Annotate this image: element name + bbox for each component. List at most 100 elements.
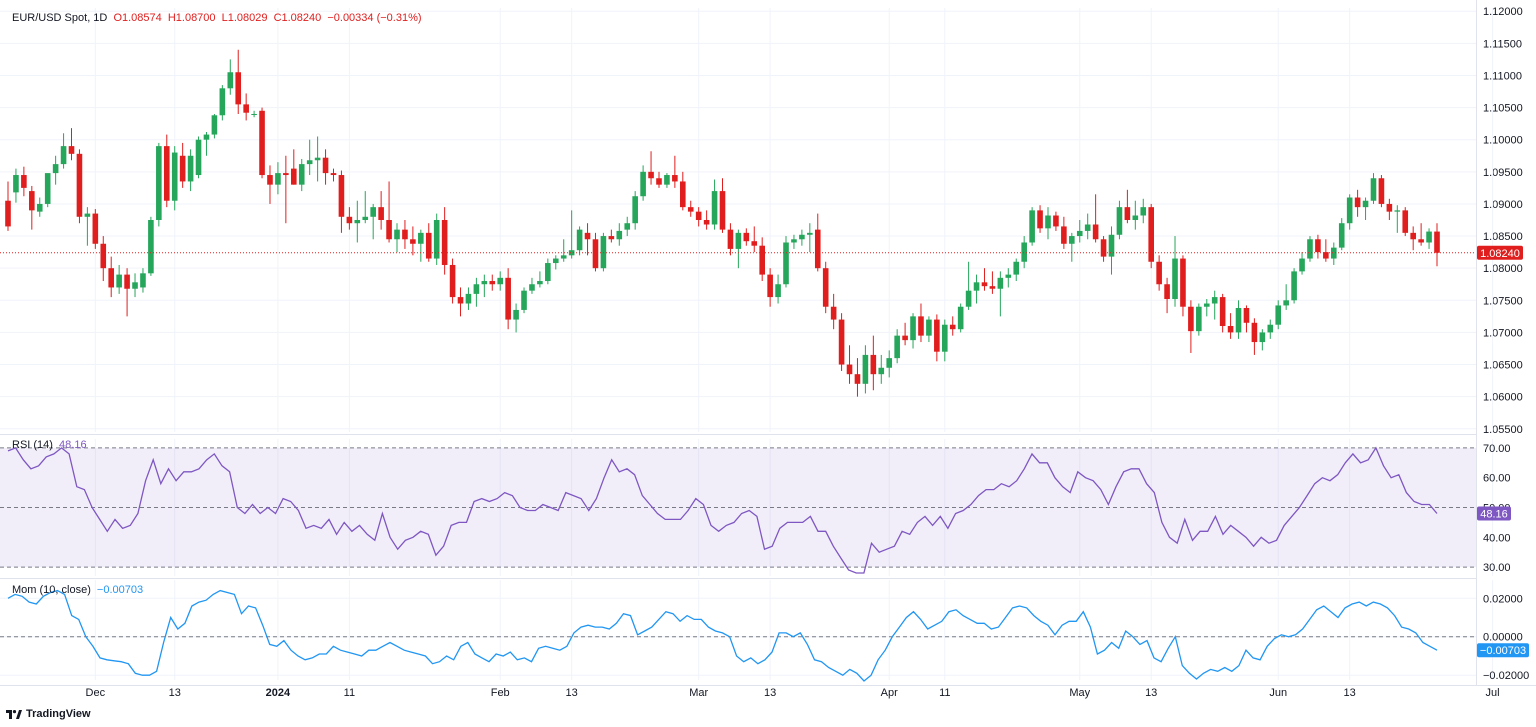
tradingview-logo[interactable]: TradingView (6, 708, 91, 720)
candle-body (5, 200, 11, 227)
candle-body (1203, 303, 1210, 307)
mom-last-label: −0.00703 (1480, 645, 1526, 657)
candle-body (275, 173, 281, 185)
rsi-last-label: 48.16 (1480, 508, 1508, 520)
candle-body (44, 173, 51, 204)
candle-body (195, 139, 202, 176)
candle-body (576, 229, 583, 251)
candle-body (981, 282, 988, 287)
candle-body (291, 168, 297, 185)
time-axis-tick: 13 (566, 687, 578, 699)
time-axis-tick: Mar (689, 687, 708, 699)
candle-body (775, 284, 781, 298)
candle-body (767, 274, 773, 298)
candle-body (283, 173, 289, 176)
candle-body (179, 155, 186, 182)
candle-body (711, 191, 718, 225)
candle-body (687, 207, 694, 212)
candle-body (1338, 223, 1345, 248)
candle-body (68, 146, 75, 154)
mom-axis-tick: 0.00000 (1483, 632, 1523, 644)
tradingview-icon (6, 709, 22, 719)
price-axis-tick: 1.10500 (1483, 103, 1523, 115)
candle-body (949, 324, 956, 330)
price-axis-tick: 1.11000 (1483, 70, 1522, 82)
candle-body (735, 232, 742, 249)
time-axis-tick: 11 (939, 687, 950, 699)
candle-body (346, 216, 353, 224)
price-axis-tick: 1.12000 (1483, 6, 1523, 18)
candle-body (1021, 242, 1027, 262)
candle-body (163, 146, 170, 201)
time-axis-tick: Apr (881, 687, 898, 699)
candle-body (680, 181, 686, 208)
candle-body (1005, 274, 1012, 278)
candle-body (672, 175, 678, 182)
candle-body (1235, 308, 1242, 333)
candle-body (664, 175, 670, 185)
candle-body (211, 115, 218, 135)
candle-body (1053, 215, 1059, 227)
candle-body (1394, 210, 1401, 212)
candle-body (1378, 178, 1385, 204)
candle-body (481, 281, 488, 285)
candle-body (1426, 231, 1432, 243)
last-price-label: 1.08240 (1480, 248, 1520, 260)
candle-body (1013, 261, 1020, 275)
candle-body (140, 273, 146, 288)
time-axis-tick: Jun (1269, 687, 1287, 699)
candle-body (473, 284, 480, 294)
price-axis-tick: 1.08500 (1483, 231, 1523, 243)
candle-body (894, 335, 900, 359)
candle-body (957, 306, 964, 330)
candle-body (418, 232, 424, 244)
candle-body (600, 236, 607, 269)
candle-body (1434, 231, 1440, 253)
candle-body (814, 229, 821, 269)
candle-body (330, 173, 337, 176)
candle-body (902, 335, 908, 341)
candle-body (973, 282, 980, 291)
time-axis-tick: Feb (491, 687, 510, 699)
candle-body (910, 316, 916, 341)
candle-body (505, 277, 511, 320)
candle-body (1188, 306, 1194, 332)
candle-body (251, 114, 257, 115)
time-axis-tick: May (1069, 687, 1090, 699)
candle-body (592, 239, 599, 269)
candle-body (513, 309, 519, 320)
rsi-axis-tick: 30.00 (1483, 562, 1511, 574)
candle-body (1045, 215, 1051, 229)
candle-body (529, 284, 535, 291)
low-value: L1.08029 (221, 12, 268, 24)
candle-body (552, 258, 559, 264)
candle-body (1084, 224, 1091, 231)
candle-body (822, 268, 829, 307)
candle-body (759, 245, 765, 275)
candle-body (941, 324, 948, 352)
candle-body (727, 229, 734, 249)
candle-body (838, 319, 845, 365)
candle-body (1037, 210, 1043, 229)
candle-body (870, 354, 877, 375)
candle-body (1132, 215, 1139, 220)
candle-body (1386, 203, 1393, 212)
candle-body (187, 155, 194, 182)
time-axis-tick: 13 (764, 687, 776, 699)
time-axis-tick: 13 (1344, 687, 1356, 699)
candle-body (386, 220, 392, 240)
candle-body (156, 146, 162, 220)
brand-label: TradingView (26, 708, 91, 720)
candle-body (703, 220, 710, 225)
rsi-line (7, 446, 1438, 574)
candle-body (322, 157, 329, 174)
mom-last-badge (1477, 643, 1529, 658)
candle-body (1172, 258, 1178, 300)
rsi-label: RSI (14) (12, 439, 53, 451)
candle-body (52, 164, 59, 174)
candle-body (1354, 197, 1361, 208)
candle-body (878, 367, 885, 375)
candle-body (267, 175, 273, 185)
candle-body (1267, 324, 1274, 333)
